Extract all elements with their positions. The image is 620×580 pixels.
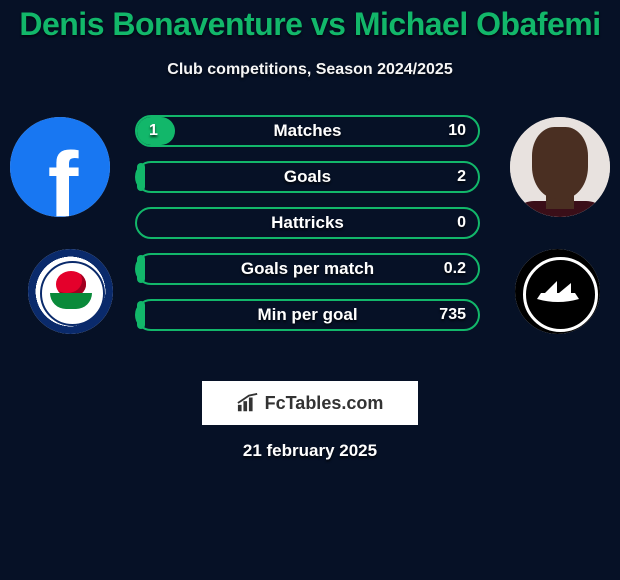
club-right-crest <box>515 249 600 334</box>
watermark-text: FcTables.com <box>265 393 384 414</box>
player-left-avatar: f <box>10 117 110 217</box>
blackburn-crest-icon <box>28 249 113 334</box>
stat-label: Goals per match <box>135 253 480 285</box>
club-left-crest <box>28 249 113 334</box>
stat-row: 2Goals <box>135 161 480 193</box>
stat-row: 735Min per goal <box>135 299 480 331</box>
comparison-card: Denis Bonaventure vs Michael Obafemi Clu… <box>0 0 620 461</box>
player-photo-placeholder <box>510 117 610 217</box>
stat-label: Matches <box>135 115 480 147</box>
stat-row: 0.2Goals per match <box>135 253 480 285</box>
chart-icon <box>237 393 259 413</box>
player-right-avatar <box>510 117 610 217</box>
plymouth-crest-icon <box>515 249 600 334</box>
subtitle: Club competitions, Season 2024/2025 <box>0 61 620 79</box>
date-label: 21 february 2025 <box>0 441 620 461</box>
stat-row: 0Hattricks <box>135 207 480 239</box>
stat-label: Goals <box>135 161 480 193</box>
page-title: Denis Bonaventure vs Michael Obafemi <box>0 6 620 43</box>
facebook-placeholder-icon: f <box>10 117 110 217</box>
stat-label: Min per goal <box>135 299 480 331</box>
stat-label: Hattricks <box>135 207 480 239</box>
stat-row: 110Matches <box>135 115 480 147</box>
content-area: f <box>0 115 620 375</box>
stat-bars: 110Matches 2Goals 0Hattricks 0.2Goals per m… <box>135 115 480 345</box>
watermark: FcTables.com <box>202 381 418 425</box>
